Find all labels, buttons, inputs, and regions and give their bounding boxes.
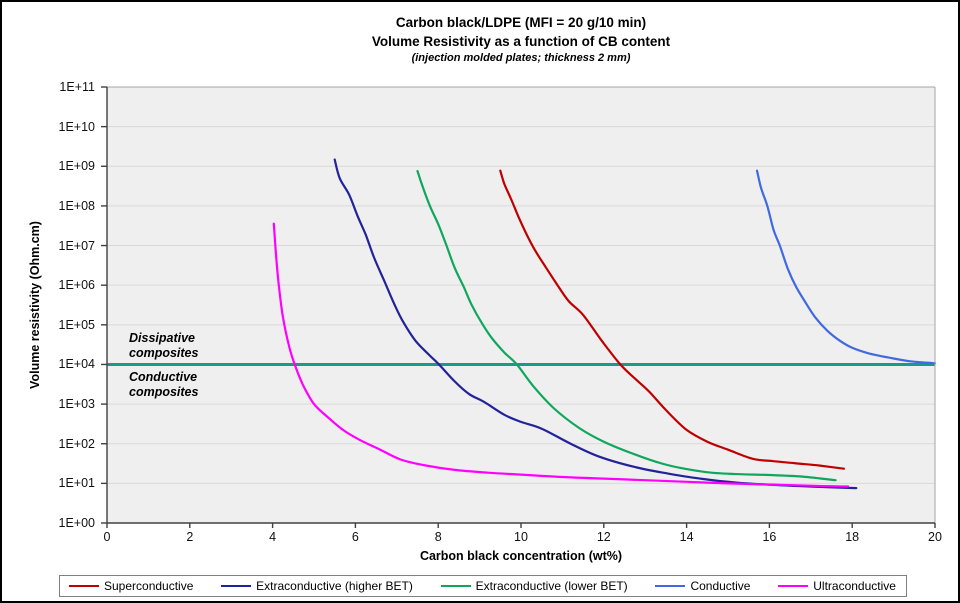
- y-tick-label: 1E+02: [58, 436, 96, 451]
- y-tick-label: 1E+04: [58, 357, 96, 372]
- legend-line-swatch: [69, 585, 99, 587]
- chart-title: Carbon black/LDPE (MFI = 20 g/10 min): [395, 15, 647, 30]
- annotation-dissipative-composites: Dissipative composites: [129, 331, 199, 360]
- x-axis-title: Carbon black concentration (wt%): [419, 549, 623, 563]
- series-conductive: [755, 169, 937, 365]
- legend-item-superconductive: Superconductive: [69, 579, 193, 593]
- x-tick-label: 4: [269, 530, 277, 544]
- legend-label: Ultraconductive: [813, 579, 896, 593]
- y-tick-label: 1E+00: [58, 516, 96, 530]
- chart-subtitle: Volume Resistivity as a function of CB c…: [371, 34, 671, 49]
- x-tick-label: 14: [679, 530, 694, 544]
- y-tick-label: 1E+06: [58, 278, 96, 293]
- x-tick-label: 16: [762, 530, 777, 544]
- x-tick-label: 20: [928, 530, 942, 544]
- plot-area: [101, 86, 937, 528]
- y-tick-label: 1E+09: [58, 159, 96, 174]
- legend-line-swatch: [440, 585, 471, 587]
- legend-line-swatch: [778, 585, 809, 587]
- plot-background: [107, 87, 935, 523]
- x-tick-label: 10: [514, 530, 528, 544]
- legend-item-conductive: Conductive: [655, 579, 750, 593]
- y-tick-label: 1E+05: [58, 317, 96, 332]
- x-tick-label: 0: [103, 530, 111, 544]
- legend-label: Conductive: [690, 579, 751, 593]
- x-tick-label: 18: [845, 530, 860, 544]
- legend-item-extraconductive-higher-bet: Extraconductive (higher BET): [221, 579, 413, 593]
- y-tick-label: 1E+08: [58, 198, 96, 213]
- x-tick-label: 8: [434, 530, 442, 544]
- legend-item-ultraconductive: Ultraconductive: [778, 579, 896, 593]
- series-ultraconductive: [272, 222, 850, 488]
- title-block: Carbon black/LDPE (MFI = 20 g/10 min) Vo…: [107, 13, 935, 66]
- chart-note: (injection molded plates; thickness 2 mm…: [411, 52, 631, 64]
- legend-line-swatch: [655, 585, 686, 587]
- y-tick-label: 1E+11: [59, 80, 95, 94]
- series-extraconductive-higher-bet: [333, 158, 858, 490]
- legend-label: Extraconductive (lower BET): [475, 579, 628, 593]
- x-tick-label: 6: [351, 530, 359, 544]
- x-tick-label: 2: [186, 530, 194, 544]
- series-superconductive: [499, 169, 845, 470]
- y-tick-label: 1E+03: [58, 397, 96, 412]
- legend-label: Superconductive: [104, 579, 194, 593]
- series-extraconductive-lower-bet: [416, 169, 837, 482]
- y-tick-label: 1E+07: [58, 238, 96, 253]
- y-tick-label: 1E+10: [58, 119, 96, 134]
- annotation-conductive-composites: Conductive composites: [129, 370, 199, 399]
- legend-label: Extraconductive (higher BET): [256, 579, 413, 593]
- y-axis-title: Volume resistivity (Ohm.cm): [28, 221, 42, 389]
- x-tick-label: 12: [596, 530, 611, 544]
- y-tick-label: 1E+01: [58, 476, 96, 491]
- legend: Superconductive Extraconductive (higher B…: [59, 575, 907, 597]
- legend-item-extraconductive-lower-bet: Extraconductive (lower BET): [440, 579, 628, 593]
- legend-line-swatch: [221, 585, 252, 587]
